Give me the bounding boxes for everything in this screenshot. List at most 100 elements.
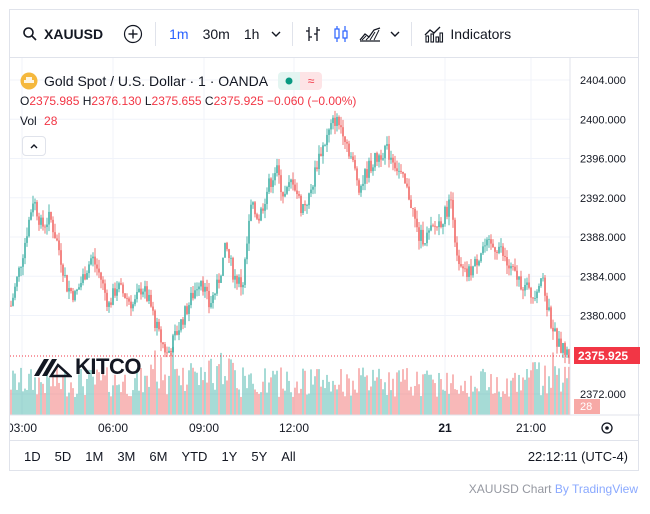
volume-bar [512, 377, 514, 415]
candle-body [138, 288, 140, 293]
indicators-button[interactable]: Indicators [418, 10, 517, 58]
volume-bar [470, 375, 472, 415]
candle-body [492, 243, 494, 248]
candle-body [546, 295, 548, 311]
volume-bar [318, 369, 320, 415]
volume-bar [550, 387, 552, 415]
candle-body [484, 245, 486, 247]
candle-body [504, 255, 506, 257]
candle-body [398, 170, 400, 172]
clock-timezone[interactable]: 22:12:11 (UTC-4) [527, 449, 628, 464]
candle-body [290, 179, 292, 183]
candle-body [74, 291, 76, 301]
candles-icon [332, 25, 350, 43]
candle-body [274, 173, 276, 181]
candle-body [286, 186, 288, 194]
candle-body [40, 217, 42, 225]
range-ytd[interactable]: YTD [181, 449, 208, 464]
chart-type-dropdown[interactable] [385, 10, 405, 58]
volume-bar [562, 382, 564, 415]
range-1d[interactable]: 1D [24, 449, 41, 464]
volume-bar [138, 390, 140, 415]
volume-bar [48, 377, 50, 415]
volume-bar [424, 373, 426, 415]
candle-body [470, 266, 472, 276]
candle-body [70, 288, 72, 292]
range-6m[interactable]: 6M [149, 449, 168, 464]
ohlc-readout: O2375.985 H2376.130 L2375.655 C2375.925 … [20, 94, 356, 108]
volume-bar [10, 389, 12, 415]
candles-style-button[interactable] [327, 10, 355, 58]
volume-bar [172, 346, 174, 415]
price-axis[interactable]: 2404.000 2400.000 2396.000 2392.000 2388.000… [569, 58, 640, 415]
range-5d[interactable]: 5D [54, 449, 72, 464]
volume-bar [46, 367, 48, 415]
candle-body [452, 199, 454, 220]
volume-bar [320, 386, 322, 415]
candle-body [498, 246, 500, 253]
volume-bar [76, 393, 78, 415]
candle-body [218, 279, 220, 283]
candle-body [162, 342, 164, 345]
candle-body [410, 199, 412, 209]
timeframe-1h[interactable]: 1h [243, 25, 260, 42]
timeframe-dropdown[interactable] [266, 10, 286, 58]
candle-body [474, 259, 476, 267]
chevron-down-icon [389, 28, 401, 40]
bars-style-button[interactable] [299, 10, 327, 58]
candle-body [382, 158, 384, 160]
candle-body [176, 331, 178, 335]
time-axis[interactable]: 03:00 06:00 09:00 12:00 21 21:00 [10, 414, 640, 435]
candle-body [106, 292, 108, 307]
volume-bar [536, 369, 538, 415]
volume-bar [130, 396, 132, 415]
compare-button[interactable] [109, 10, 149, 58]
candle-body [104, 283, 106, 293]
candle-body [534, 298, 536, 299]
volume-bar [448, 393, 450, 415]
volume-bar [218, 364, 220, 415]
indicators-icon [424, 25, 444, 43]
volume-bar [260, 392, 262, 415]
candle-body [158, 321, 160, 330]
range-3m[interactable]: 3M [117, 449, 136, 464]
range-1m[interactable]: 1M [85, 449, 104, 464]
market-status-pill[interactable]: ≈ [278, 72, 323, 90]
candle-body [244, 259, 246, 285]
price-chart[interactable]: 2404.000 2400.000 2396.000 2392.000 2388.000… [10, 58, 640, 440]
collapse-legend-button[interactable] [22, 136, 46, 156]
candle-body [288, 182, 290, 187]
range-1y[interactable]: 1Y [221, 449, 238, 464]
volume-bar [54, 386, 56, 415]
volume-bar [194, 371, 196, 415]
candle-body [298, 194, 300, 196]
volume-bar [342, 391, 344, 415]
symbol-search-button[interactable]: XAUUSD [10, 10, 109, 58]
candle-body [356, 168, 358, 181]
range-5y[interactable]: 5Y [251, 449, 268, 464]
volume-bar [228, 358, 230, 415]
gear-icon[interactable] [601, 422, 613, 434]
timeframe-1m[interactable]: 1m [169, 25, 189, 42]
kitco-logo-icon [32, 356, 72, 378]
volume-bar [162, 380, 164, 415]
candle-body [48, 211, 50, 225]
candle-body [510, 266, 512, 269]
vol-label: Vol [20, 114, 37, 128]
timeframe-30m[interactable]: 30m [202, 25, 230, 42]
volume-bar [158, 388, 160, 415]
area-style-button[interactable] [355, 10, 385, 58]
time-tick-label: 21:00 [516, 421, 546, 435]
price-tick-label: 2388.000 [580, 232, 626, 244]
attribution[interactable]: XAUUSD Chart By TradingView [469, 482, 638, 496]
volume-bar [290, 392, 292, 415]
candle-body [402, 171, 404, 174]
candle-body [436, 226, 438, 228]
candle-body [68, 288, 70, 292]
candle-body [52, 219, 54, 233]
volume-bar [518, 374, 520, 415]
volume-bar [32, 389, 34, 415]
candle-body [30, 212, 32, 220]
range-all[interactable]: All [281, 449, 296, 464]
volume-bar [96, 369, 98, 415]
